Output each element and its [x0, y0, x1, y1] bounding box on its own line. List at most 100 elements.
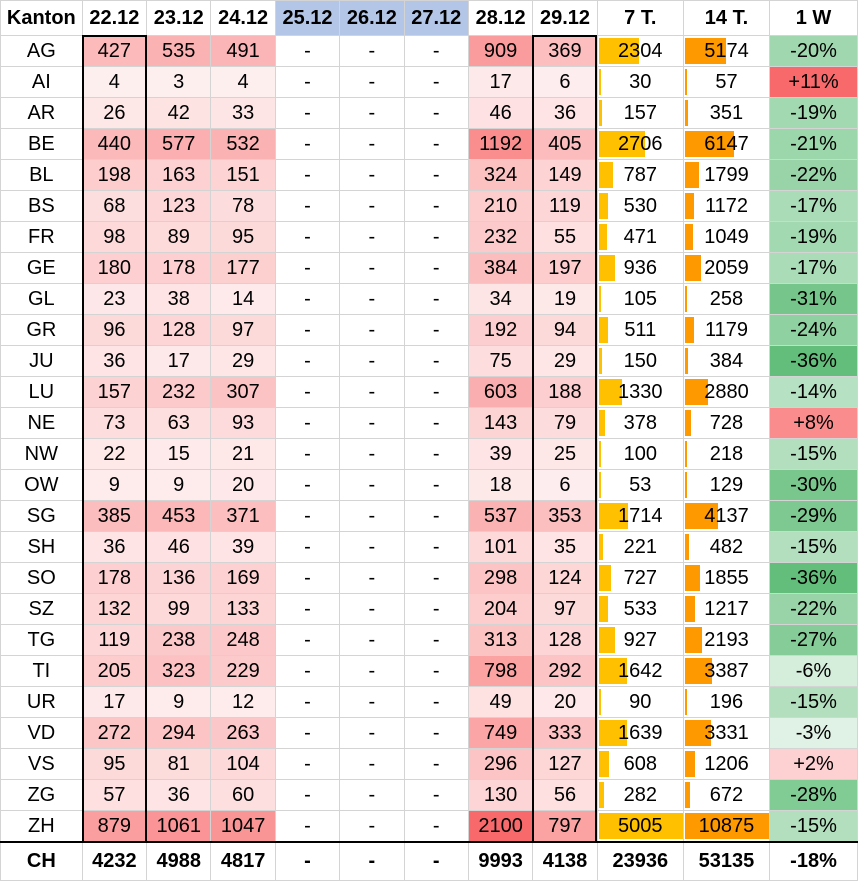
day-cell-24-12: 491: [210, 35, 276, 67]
day-cell-27-12: -: [403, 779, 469, 811]
table-row: BS 68 123 78- - -210 119 530 1172 -17%: [0, 190, 858, 222]
t7-cell-value: 727: [623, 566, 657, 589]
kanton-cell: VD: [0, 717, 83, 749]
table-row: BE 440 577 532- - -1192 405 2706 6147 -21%: [0, 128, 858, 160]
kanton-cell: FR: [0, 221, 83, 253]
bar-14t: [684, 751, 695, 777]
day-cell-26-12: -: [339, 500, 405, 532]
day-cell-27-12: -: [403, 252, 469, 284]
day-cell-26-12: -: [339, 624, 405, 656]
t7-cell: 378: [596, 407, 684, 439]
bar-7t: [598, 162, 613, 188]
t7-cell: 1639: [596, 717, 684, 749]
day-cell-25-12: -: [274, 345, 341, 377]
day-cell-29-12: 55: [532, 221, 598, 253]
bar-14t: [684, 379, 708, 405]
day-cell-23-12: 63: [146, 407, 212, 439]
header-row: Kanton 22.12 23.12 24.12 25.12 26.12 27.12 28.1…: [0, 0, 858, 36]
t14-cell: 3331: [682, 717, 771, 749]
day-cell-22-12: 36: [81, 345, 148, 377]
day-cell-27-12: -: [403, 190, 469, 222]
t14-cell-value: 5174: [704, 39, 749, 62]
table-row: UR 17 9 12- - -49 20 90 196 -15%: [0, 686, 858, 718]
day-cell-25-12: -: [274, 593, 341, 625]
w1-cell: -15%: [769, 810, 858, 843]
bar-7t: [598, 627, 615, 653]
kanton-cell: GR: [0, 314, 83, 346]
kanton-cell: AR: [0, 97, 83, 129]
day-cell-29-12: 35: [532, 531, 598, 563]
t7-cell: 787: [596, 159, 684, 191]
t14-cell: 2193: [682, 624, 771, 656]
bar-7t: [598, 720, 627, 746]
bar-14t: [684, 720, 711, 746]
w1-cell: -36%: [769, 345, 858, 377]
day-cell-27-12: -: [403, 283, 469, 315]
t7-cell: 30: [596, 66, 684, 98]
w1-cell: -20%: [769, 35, 858, 67]
t14-cell: 1799: [682, 159, 771, 191]
kanton-cell: CH: [0, 841, 83, 881]
bar-14t: [684, 596, 695, 622]
day-cell-24-12: 133: [210, 593, 276, 625]
day-cell-22-12: 98: [81, 221, 148, 253]
t7-cell: 1642: [596, 655, 684, 687]
bar-14t: [684, 38, 726, 64]
day-cell-23-12: 42: [146, 97, 212, 129]
day-cell-22-12: 26: [81, 97, 148, 129]
day-cell-24-12: 263: [210, 717, 276, 749]
t7-cell-value: 105: [623, 287, 657, 310]
day-cell-22-12: 178: [81, 562, 148, 594]
w1-cell: -19%: [769, 221, 858, 253]
t7-cell-value: 936: [623, 256, 657, 279]
day-cell-29-12: 36: [532, 97, 598, 129]
t14-cell-value: 384: [709, 349, 744, 372]
day-cell-28-12: 49: [467, 686, 534, 718]
bar-14t: [684, 131, 734, 157]
day-cell-27-12: -: [403, 128, 469, 160]
t7-cell-value: 1714: [618, 504, 663, 527]
kanton-cell: SG: [0, 500, 83, 532]
day-cell-25-12: -: [274, 686, 341, 718]
w1-cell: +2%: [769, 748, 858, 780]
t7-cell-value: 100: [623, 442, 657, 465]
day-cell-24-12: 1047: [210, 810, 276, 843]
t7-cell-value: 608: [623, 752, 657, 775]
day-cell-27-12: -: [403, 748, 469, 780]
t7-cell-value: 927: [623, 628, 657, 651]
t14-cell-value: 3387: [704, 659, 749, 682]
t7-cell: 157: [596, 97, 684, 129]
day-cell-27-12: -: [403, 345, 469, 377]
day-cell-26-12: -: [339, 314, 405, 346]
day-cell-23-12: 238: [146, 624, 212, 656]
w1-cell: -27%: [769, 624, 858, 656]
day-cell-24-12: 14: [210, 283, 276, 315]
t14-cell-value: 2193: [704, 628, 749, 651]
t14-cell: 5174: [682, 35, 771, 67]
day-cell-26-12: -: [339, 531, 405, 563]
day-cell-26-12: -: [339, 438, 405, 470]
day-cell-24-12: 29: [210, 345, 276, 377]
w1-cell: -36%: [769, 562, 858, 594]
t7-cell-value: 511: [624, 318, 657, 341]
bar-14t: [684, 534, 689, 560]
t14-cell-value: 482: [709, 535, 744, 558]
day-cell-25-12: -: [274, 469, 341, 501]
day-cell-25-12: -: [274, 500, 341, 532]
col-header-27-12: 27.12: [403, 0, 469, 36]
day-cell-29-12: 20: [532, 686, 598, 718]
day-cell-29-12: 128: [532, 624, 598, 656]
t14-cell: 351: [682, 97, 771, 129]
w1-cell: -31%: [769, 283, 858, 315]
kanton-cell: LU: [0, 376, 83, 408]
day-cell-27-12: -: [403, 438, 469, 470]
table-row: ZH 879 1061 1047- - -2100 797 5005 10875 -15%: [0, 810, 858, 843]
day-cell-26-12: -: [339, 97, 405, 129]
kanton-cell: GL: [0, 283, 83, 315]
bar-14t: [684, 813, 769, 839]
day-cell-23-12: 9: [146, 686, 212, 718]
day-cell-22-12: 132: [81, 593, 148, 625]
day-cell-29-12: 292: [532, 655, 598, 687]
day-cell-25-12: -: [274, 717, 341, 749]
bar-7t: [598, 255, 615, 281]
